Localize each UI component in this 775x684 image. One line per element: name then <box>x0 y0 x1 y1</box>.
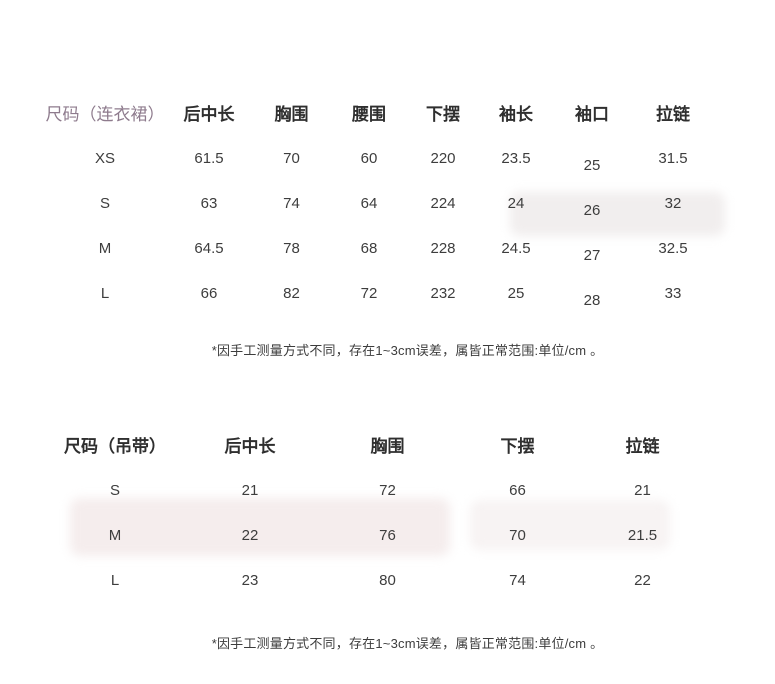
table-row-xs: XS 61.5 70 60 220 23.5 25 31.5 <box>44 136 715 181</box>
cell-hem: 74 <box>509 572 526 589</box>
cell-back-length: 23 <box>241 572 259 589</box>
header-size-cami: 尺码（吊带） <box>64 436 166 456</box>
cell-cuff: 28 <box>583 292 601 309</box>
cell-back-length: 22 <box>241 527 259 544</box>
cell-back-length: 63 <box>200 195 218 212</box>
table-row-m: M 22 76 70 21.5 <box>50 513 705 558</box>
cell-hem: 70 <box>509 527 526 544</box>
size-label: XS <box>94 150 115 167</box>
cell-bust: 74 <box>283 195 300 212</box>
cell-zipper: 21.5 <box>627 527 658 544</box>
header-back-length: 后中长 <box>183 104 235 124</box>
cell-hem: 224 <box>430 195 456 212</box>
cell-zipper: 32 <box>664 195 682 212</box>
cell-sleeve-length: 25 <box>507 285 525 302</box>
table-row-m: M 64.5 78 68 228 24.5 27 32.5 <box>44 226 715 271</box>
cell-hem: 220 <box>430 150 456 167</box>
header-cuff: 袖口 <box>575 104 609 124</box>
cell-bust: 80 <box>379 572 396 589</box>
size-label: M <box>108 527 122 544</box>
header-waist: 腰围 <box>352 104 386 124</box>
table-row-l: L 66 82 72 232 25 28 33 <box>44 271 715 316</box>
cell-zipper: 33 <box>664 285 682 302</box>
dress-table-header-row: 尺码（连衣裙） 后中长 胸围 腰围 下摆 袖长 袖口 拉链 <box>44 88 715 136</box>
cell-cuff: 25 <box>583 157 601 174</box>
dress-size-table: 尺码（连衣裙） 后中长 胸围 腰围 下摆 袖长 袖口 拉链 XS 61.5 70… <box>0 88 715 316</box>
cell-bust: 82 <box>283 285 300 302</box>
header-hem: 下摆 <box>500 436 535 456</box>
cell-waist: 72 <box>360 285 378 302</box>
header-zipper: 拉链 <box>656 104 690 124</box>
cell-waist: 60 <box>360 150 378 167</box>
cell-zipper: 21 <box>634 482 651 499</box>
size-label: S <box>99 195 110 212</box>
table-row-s: S 21 72 66 21 <box>50 468 705 513</box>
cell-sleeve-length: 23.5 <box>501 150 531 167</box>
header-back-length: 后中长 <box>224 436 276 456</box>
size-label: M <box>98 240 112 257</box>
table-row-s: S 63 74 64 224 24 26 32 <box>44 181 715 226</box>
cell-hem: 228 <box>430 240 456 257</box>
cell-waist: 64 <box>360 195 378 212</box>
cell-zipper: 22 <box>634 572 651 589</box>
header-hem: 下摆 <box>426 104 460 124</box>
cami-size-table: 尺码（吊带） 后中长 胸围 下摆 拉链 S 21 72 66 21 M 22 7… <box>0 420 705 603</box>
header-zipper: 拉链 <box>625 436 660 456</box>
cami-table-header-row: 尺码（吊带） 后中长 胸围 下摆 拉链 <box>50 420 705 468</box>
header-sleeve-length: 袖长 <box>499 104 533 124</box>
cell-back-length: 66 <box>200 285 218 302</box>
cell-sleeve-length: 24.5 <box>501 240 531 257</box>
cell-bust: 72 <box>379 482 396 499</box>
cell-hem: 232 <box>430 285 456 302</box>
cell-bust: 76 <box>379 527 396 544</box>
size-label: L <box>110 572 120 589</box>
cell-zipper: 32.5 <box>658 240 688 257</box>
cell-cuff: 26 <box>583 202 601 219</box>
size-label: S <box>109 482 120 499</box>
cell-sleeve-length: 24 <box>507 195 525 212</box>
measurement-footnote-cami: *因手工测量方式不同，存在1~3cm误差，属皆正常范围:单位/cm 。 <box>211 636 604 651</box>
cell-zipper: 31.5 <box>658 150 688 167</box>
header-size-dress: 尺码（连衣裙） <box>45 104 165 124</box>
cell-waist: 68 <box>360 240 378 257</box>
header-bust: 胸围 <box>274 104 309 124</box>
cell-back-length: 64.5 <box>194 240 224 257</box>
measurement-footnote-dress: *因手工测量方式不同，存在1~3cm误差，属皆正常范围:单位/cm 。 <box>211 343 604 358</box>
cell-back-length: 61.5 <box>194 150 224 167</box>
cell-cuff: 27 <box>583 247 601 264</box>
header-bust: 胸围 <box>370 436 405 456</box>
table-row-l: L 23 80 74 22 <box>50 558 705 603</box>
cell-bust: 78 <box>283 240 300 257</box>
cell-back-length: 21 <box>241 482 259 499</box>
cell-bust: 70 <box>283 150 300 167</box>
size-label: L <box>100 285 110 302</box>
cell-hem: 66 <box>509 482 526 499</box>
